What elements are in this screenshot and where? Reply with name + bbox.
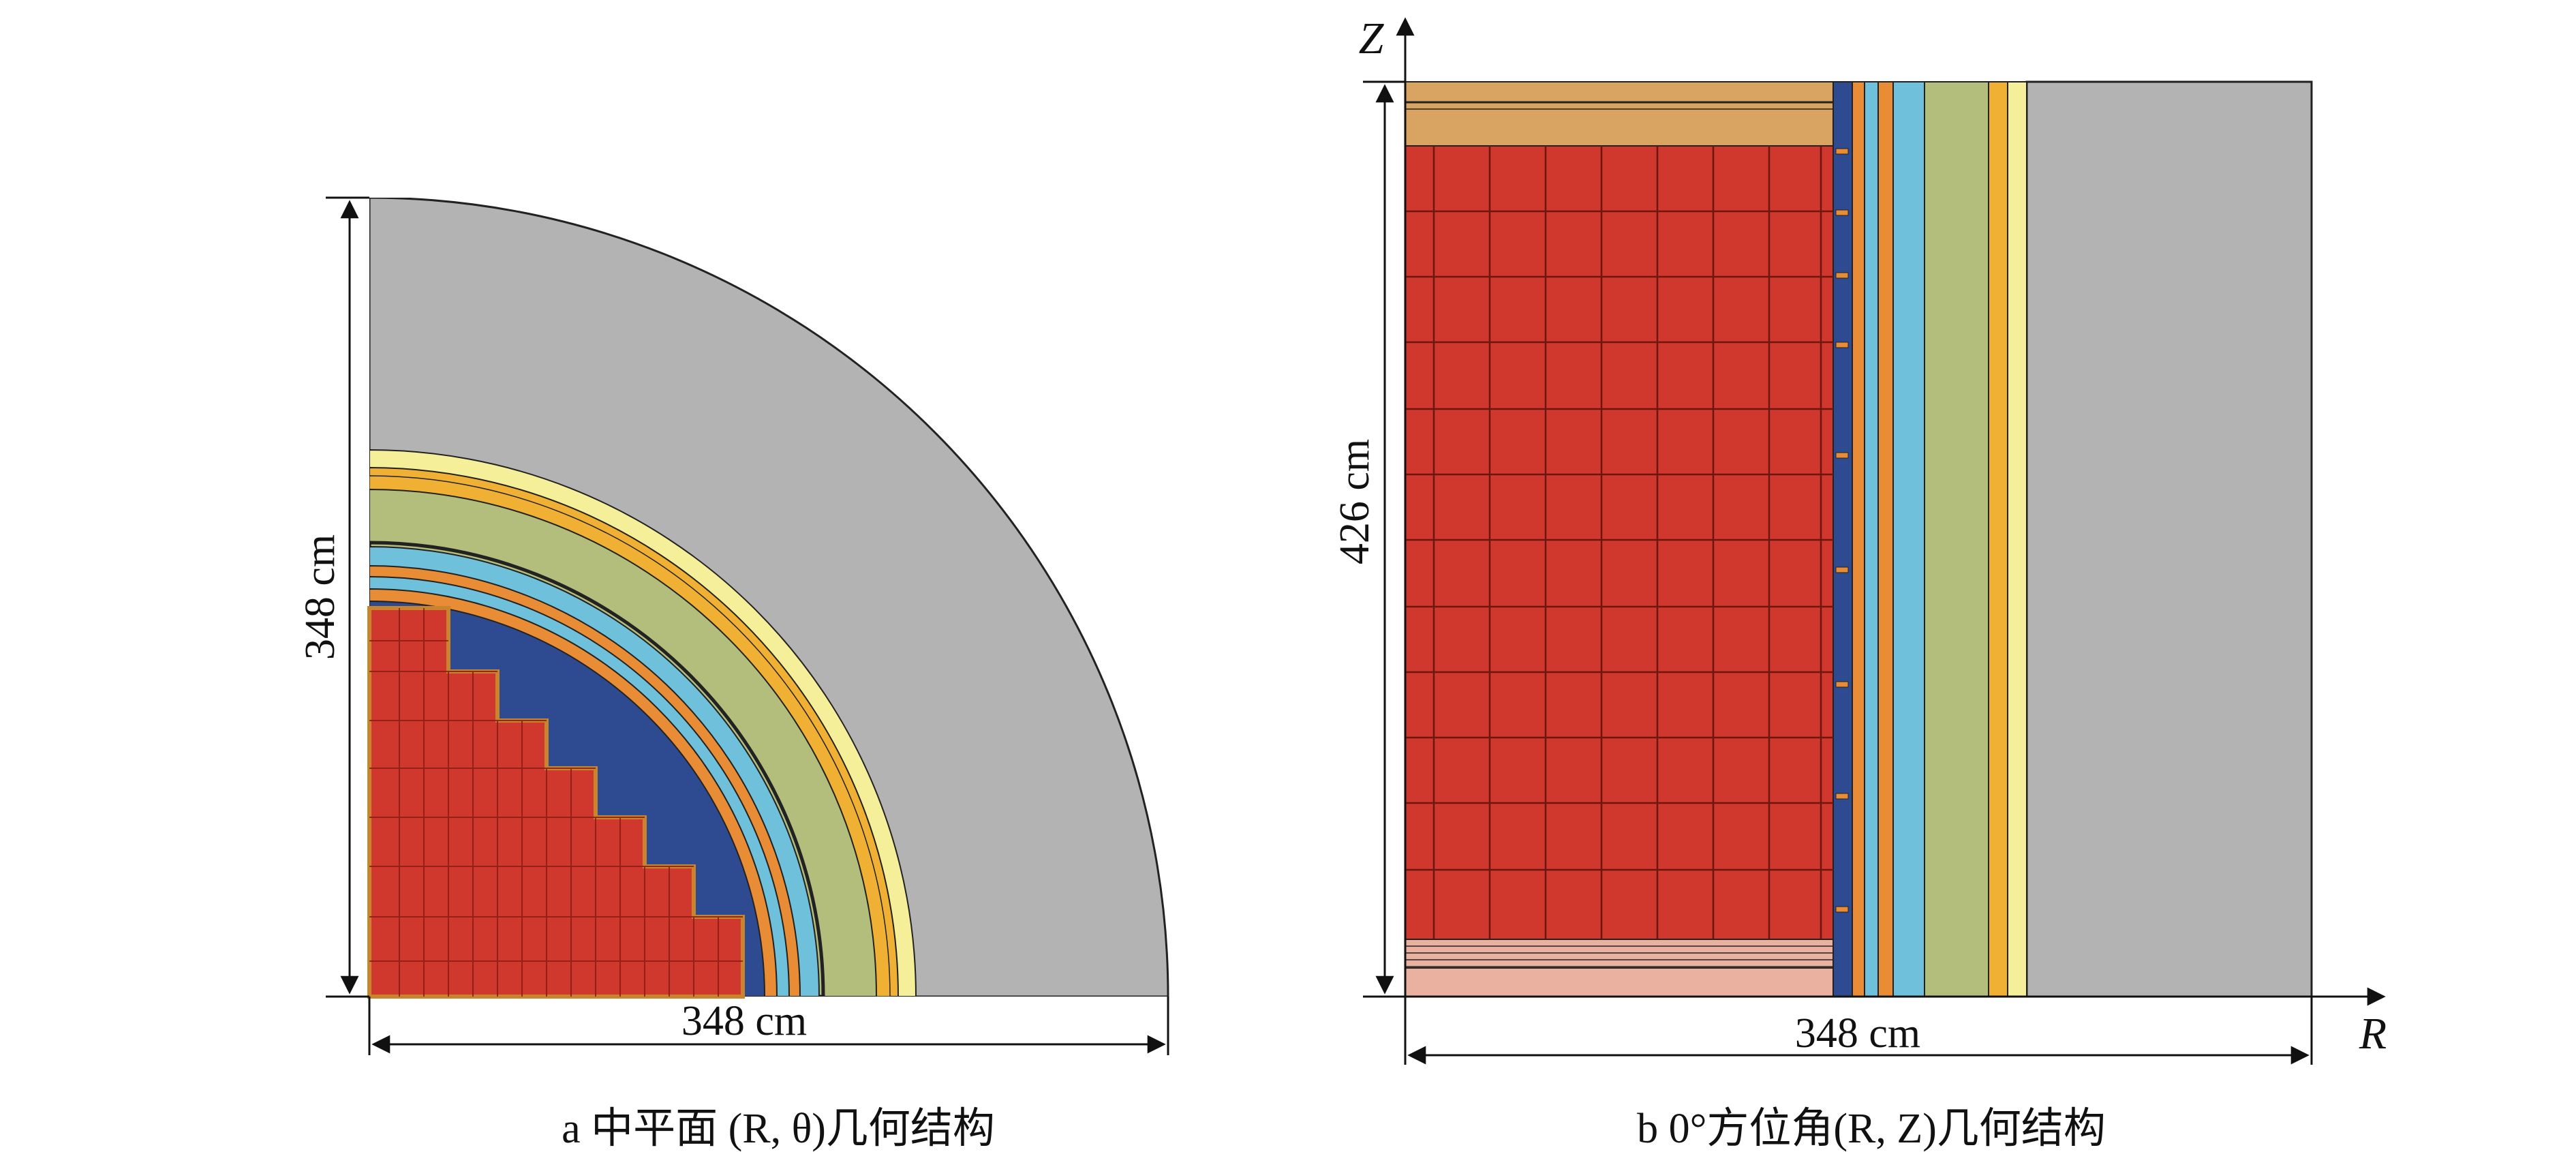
band-cyan (1892, 81, 1925, 997)
blue-band-marks (1835, 148, 1849, 913)
band-gray (2025, 80, 2313, 998)
panel-b-dimensions (1363, 80, 2313, 1065)
axis-r-label: R (2359, 1009, 2387, 1059)
axis-z-label: Z (1359, 14, 1385, 63)
panel-a-fuel-grid (367, 606, 745, 999)
band-orange (1877, 81, 1894, 997)
band-orange-inner (1852, 81, 1865, 997)
top-layer-tan (1405, 81, 1834, 147)
bottom-layer-pink-base (1405, 967, 1834, 997)
band-gold (1988, 81, 2008, 997)
panel-b-caption: b 0°方位角(R, Z)几何结构 (1637, 1106, 2106, 1152)
panel-a: 348 cm 348 cm a 中平面 (R, θ)几何结构 (297, 196, 1169, 1152)
panel-a-dimensions (326, 196, 1169, 1055)
panel-b-fuel-grid (1405, 145, 1834, 940)
panel-b-dim-vertical-label: 426 cm (1332, 439, 1378, 564)
band-pale-yellow (2007, 81, 2027, 997)
panel-a-dim-vertical-label: 348 cm (297, 534, 343, 660)
band-green (1924, 81, 1989, 997)
panel-b-axes (1363, 17, 2386, 1006)
band-cyan-inner (1864, 81, 1879, 997)
panel-b-dim-horizontal-label: 348 cm (1795, 1010, 1920, 1057)
fuel-block (1405, 145, 1834, 940)
panel-a-dim-horizontal-label: 348 cm (681, 998, 807, 1044)
panel-b: Z R 426 cm 348 cm b 0°方位角(R, Z)几何结构 (1332, 14, 2387, 1152)
band-blue (1833, 81, 1853, 997)
panel-a-caption: a 中平面 (R, θ)几何结构 (562, 1106, 995, 1152)
